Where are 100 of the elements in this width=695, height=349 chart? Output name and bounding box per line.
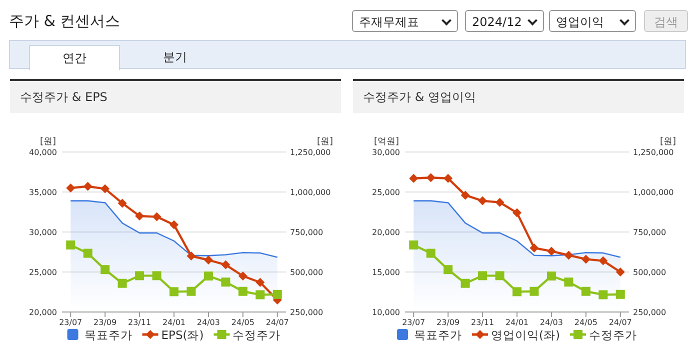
point [616, 268, 625, 276]
point [478, 196, 488, 206]
y-axis-title: [원] [40, 137, 56, 147]
point [512, 287, 522, 296]
text: 영업이익 [549, 10, 636, 32]
x-tick-label: 23/11 [128, 318, 152, 327]
text: 검색 [644, 10, 688, 32]
point [186, 252, 196, 260]
x-tick-label: 23/09 [436, 318, 460, 327]
y2-tick-label: 1,000,000 [290, 188, 331, 197]
y-tick-label: 15,000 [372, 268, 400, 277]
y2-tick-label: 750,000 [290, 228, 324, 237]
legend-label: 수정주가 [232, 328, 281, 342]
point [530, 244, 539, 252]
legend-label: 목표주가 [414, 328, 462, 342]
x-tick-label: 23/11 [471, 318, 494, 327]
y2-tick-label: 750,000 [633, 228, 666, 237]
point [564, 278, 574, 287]
point [238, 286, 248, 296]
point [426, 248, 436, 258]
point [616, 290, 625, 299]
legend-label: EPS(좌) [161, 328, 204, 342]
point [546, 272, 556, 280]
point [186, 286, 196, 296]
y-tick-label: 10,000 [372, 308, 400, 317]
point [512, 208, 522, 218]
point [204, 272, 213, 280]
y2-tick-label: 1,250,000 [290, 148, 331, 157]
legend-label: 영업이익(좌) [491, 328, 560, 342]
y-tick-label: 40,000 [29, 148, 57, 157]
chart-title: 수정주가 & 영업이익 [353, 81, 684, 113]
x-tick-label: 24/01 [505, 318, 529, 327]
point [581, 254, 590, 264]
point [409, 240, 418, 250]
point [100, 184, 110, 194]
y-tick-label: 25,000 [29, 268, 57, 277]
text: 연간 [29, 45, 120, 70]
y-tick-label: 30,000 [29, 228, 57, 237]
point [83, 182, 92, 191]
point [598, 256, 608, 266]
y-tick-label: 30,000 [372, 148, 400, 157]
chart-title: 수정주가 & EPS [10, 81, 341, 113]
x-tick-label: 24/03 [196, 318, 220, 327]
point [118, 278, 127, 288]
x-tick-label: 23/07 [59, 318, 82, 327]
point [66, 240, 76, 250]
point [546, 246, 556, 256]
x-tick-label: 23/09 [94, 318, 117, 327]
point [426, 173, 436, 182]
point [170, 220, 178, 230]
point [495, 198, 504, 207]
point [238, 272, 248, 280]
point [444, 174, 453, 183]
point [598, 290, 608, 300]
point [495, 271, 504, 280]
point [152, 212, 162, 222]
point [152, 271, 162, 280]
point [460, 190, 470, 200]
y2-tick-label: 500,000 [290, 268, 324, 277]
legend-label: 수정주가 [588, 328, 637, 342]
y2-tick-label: 1,000,000 [633, 188, 674, 197]
text: 분기 [162, 49, 188, 66]
y2-tick-label: 250,000 [290, 308, 324, 317]
text: 주가 & 컨센서스 [9, 12, 120, 31]
y-tick-label: 25,000 [372, 188, 400, 197]
point [221, 260, 230, 270]
x-tick-label: 24/01 [162, 318, 186, 327]
point [581, 286, 590, 296]
point [100, 265, 110, 274]
point [530, 286, 539, 296]
x-tick-label: 24/07 [608, 318, 632, 327]
y-tick-label: 20,000 [372, 228, 400, 237]
legend-label: 목표주가 [84, 328, 132, 342]
point [256, 290, 265, 300]
point [170, 287, 178, 296]
x-tick-label: 24/03 [540, 318, 563, 327]
point [135, 212, 144, 220]
point [135, 271, 144, 280]
point [478, 271, 488, 280]
point [221, 278, 230, 287]
y-axis-title: [억원] [374, 137, 399, 147]
text: 주재무제표 [352, 10, 458, 32]
point [204, 256, 213, 264]
y-tick-label: 35,000 [29, 188, 57, 197]
x-tick-label: 24/05 [574, 318, 598, 327]
point [66, 184, 76, 192]
y-tick-label: 20,000 [29, 308, 57, 317]
y2-tick-label: 500,000 [633, 268, 666, 277]
text: 2024/12 [465, 10, 544, 32]
y2-axis-title: [원] [316, 137, 333, 147]
point [409, 174, 418, 183]
point [272, 290, 282, 299]
y2-axis-title: [원] [660, 137, 676, 147]
point [460, 278, 470, 288]
point [564, 250, 574, 260]
y2-tick-label: 1,250,000 [633, 148, 674, 157]
point [444, 265, 453, 274]
x-tick-label: 24/05 [231, 318, 254, 327]
x-tick-label: 23/07 [402, 318, 426, 327]
y2-tick-label: 250,000 [633, 308, 666, 317]
